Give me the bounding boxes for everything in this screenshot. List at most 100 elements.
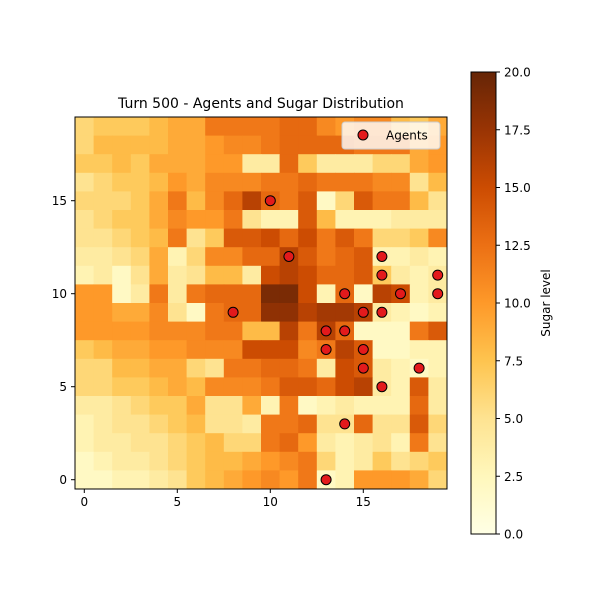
heatmap-cell [112, 210, 132, 229]
heatmap-cell [428, 154, 448, 174]
heatmap-cell [428, 396, 448, 415]
agent-marker [432, 269, 444, 281]
heatmap-cell [93, 135, 113, 155]
agent-marker [320, 344, 332, 355]
heatmap-cell [112, 247, 132, 267]
heatmap-cell [428, 358, 448, 378]
agent-marker [395, 288, 406, 300]
heatmap-cell [242, 470, 262, 490]
heatmap-cell [186, 414, 206, 434]
heatmap-cell [112, 265, 132, 285]
heatmap-cell [223, 396, 243, 415]
heatmap-cell [261, 396, 280, 415]
heatmap-cell [372, 396, 392, 415]
heatmap-cell [223, 265, 243, 285]
heatmap-cell [93, 210, 113, 229]
agent-marker [339, 325, 351, 337]
heatmap-cell [93, 433, 113, 453]
agent-markers [227, 195, 444, 486]
heatmap-cell [391, 172, 411, 192]
heatmap-cell [261, 228, 280, 248]
heatmap-cell [372, 228, 392, 248]
heatmap-cell [261, 117, 280, 136]
heatmap-cell [428, 321, 448, 341]
heatmap-cell [186, 358, 206, 378]
heatmap-cell [149, 303, 169, 322]
heatmap-cell [186, 191, 206, 211]
heatmap-cell [168, 321, 187, 341]
heatmap-cell [205, 210, 225, 229]
heatmap-cell [149, 154, 169, 174]
heatmap-cell [316, 396, 336, 415]
heatmap-cell [93, 191, 113, 211]
heatmap-cell [316, 117, 336, 136]
heatmap-cell [130, 340, 150, 360]
heatmap-cell [130, 191, 150, 211]
heatmap-cell [391, 228, 411, 248]
x-tick-label: 0 [80, 495, 88, 509]
heatmap-cell [130, 414, 150, 434]
heatmap-cell [354, 284, 373, 304]
heatmap-cell [223, 358, 243, 378]
heatmap-cell [112, 340, 132, 360]
heatmap-cell [316, 154, 336, 174]
heatmap-cell [354, 321, 373, 341]
heatmap-cell [391, 396, 411, 415]
heatmap-cell [149, 321, 169, 341]
x-tick-label: 15 [356, 495, 371, 509]
heatmap-cell [242, 396, 262, 415]
heatmap-cell [261, 154, 280, 174]
heatmap-cell [409, 265, 429, 285]
heatmap-cell [75, 172, 94, 192]
heatmap-cell [223, 191, 243, 211]
heatmap-cell [149, 284, 169, 304]
heatmap-cell [409, 191, 429, 211]
heatmap-cell [205, 303, 225, 322]
heatmap-cell [112, 451, 132, 471]
heatmap-cell [316, 228, 336, 248]
heatmap-cell [75, 451, 94, 471]
heatmap-cell [75, 303, 94, 322]
heatmap-cell [372, 340, 392, 360]
heatmap-cell [130, 284, 150, 304]
colorbar-tick-label: 20.0 [504, 66, 531, 80]
heatmap-cell [298, 358, 318, 378]
agent-marker [320, 474, 332, 486]
heatmap-cell [205, 228, 225, 248]
heatmap-cell [409, 303, 429, 322]
heatmap-cell [409, 433, 429, 453]
heatmap-cell [149, 470, 169, 490]
heatmap-cell [75, 358, 94, 378]
heatmap-cell [428, 470, 448, 490]
colorbar-tick-label: 0.0 [504, 528, 523, 542]
heatmap-cell [428, 247, 448, 267]
heatmap-cell [298, 303, 318, 322]
heatmap-cell [112, 377, 132, 397]
heatmap-cell [93, 358, 113, 378]
heatmap-cell [205, 321, 225, 341]
heatmap-cell [372, 191, 392, 211]
heatmap-cell [316, 358, 336, 378]
heatmap-cell [168, 265, 187, 285]
heatmap-cell [279, 358, 299, 378]
heatmap-cell [112, 396, 132, 415]
colorbar-axis: 0.0 2.5 5.0 7.5 10.0 12.5 15.0 17.5 20.0 [496, 66, 531, 542]
heatmap-cell [298, 433, 318, 453]
heatmap-cell [428, 210, 448, 229]
heatmap-cell [93, 321, 113, 341]
heatmap-cell [130, 210, 150, 229]
heatmap-cell [409, 414, 429, 434]
heatmap-cell [93, 284, 113, 304]
heatmap-cell [279, 433, 299, 453]
heatmap-cell [186, 303, 206, 322]
heatmap-cell [409, 451, 429, 471]
heatmap-cell [130, 358, 150, 378]
heatmap-cell [149, 265, 169, 285]
heatmap-cell [168, 433, 187, 453]
heatmap-cell [75, 135, 94, 155]
heatmap-cell [372, 451, 392, 471]
heatmap-cell [261, 172, 280, 192]
heatmap-cell [186, 247, 206, 267]
heatmap-cell [186, 135, 206, 155]
heatmap-cell [335, 470, 355, 490]
